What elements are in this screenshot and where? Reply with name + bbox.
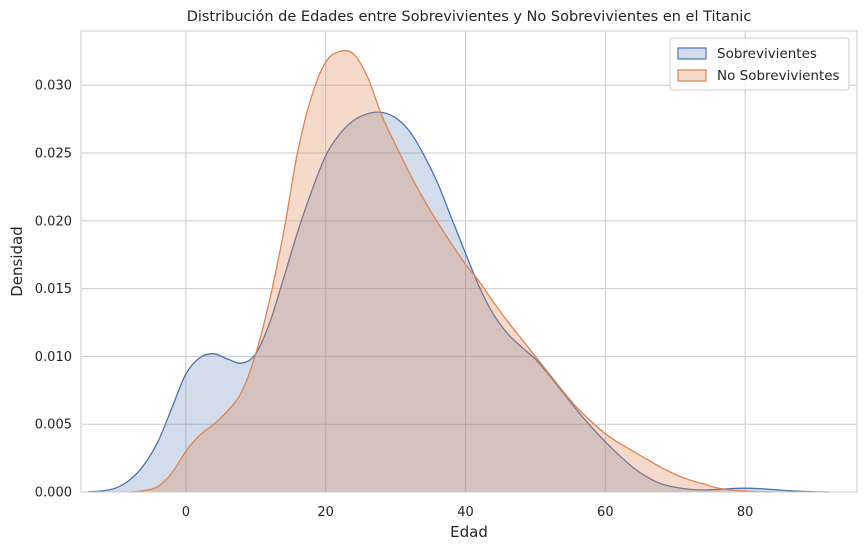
density-line-sobrevivientes (87, 111, 830, 493)
x-tick-labels: 0 20 40 60 80 (182, 505, 754, 520)
y-tick-label: 0.015 (35, 282, 72, 297)
y-tick-labels: 0.000 0.005 0.010 0.015 0.020 0.025 0.030 (35, 79, 72, 501)
y-axis-label: Densidad (8, 226, 26, 297)
legend-swatch-sobrevivientes (677, 47, 707, 60)
legend-box (669, 37, 850, 91)
x-tick-label: 40 (457, 505, 474, 520)
plot-frame (80, 30, 858, 493)
y-tick-label: 0.000 (35, 486, 72, 501)
density-line-no-sobrevivientes (129, 49, 774, 493)
density-areas (87, 49, 830, 493)
y-tick-label: 0.030 (35, 79, 72, 94)
x-tick-label: 80 (737, 505, 754, 520)
y-tick-label: 0.020 (35, 214, 72, 229)
area-fill-no-sobrevivientes (129, 50, 774, 492)
x-axis-label: Edad (450, 523, 488, 541)
x-tick-label: 0 (182, 505, 190, 520)
legend-label-sobrevivientes: Sobrevivientes (717, 46, 817, 62)
legend: Sobrevivientes No Sobrevivientes (669, 37, 850, 91)
chart-title: Distribución de Edades entre Sobrevivien… (187, 9, 752, 25)
legend-swatch-no-sobrevivientes (677, 69, 707, 82)
y-tick-label: 0.005 (35, 418, 72, 433)
x-tick-label: 60 (597, 505, 614, 520)
area-fill-sobrevivientes (87, 112, 830, 493)
y-tick-label: 0.025 (35, 147, 72, 162)
y-tick-label: 0.010 (35, 350, 72, 365)
x-tick-label: 20 (317, 505, 334, 520)
legend-label-no-sobrevivientes: No Sobrevivientes (717, 68, 840, 84)
